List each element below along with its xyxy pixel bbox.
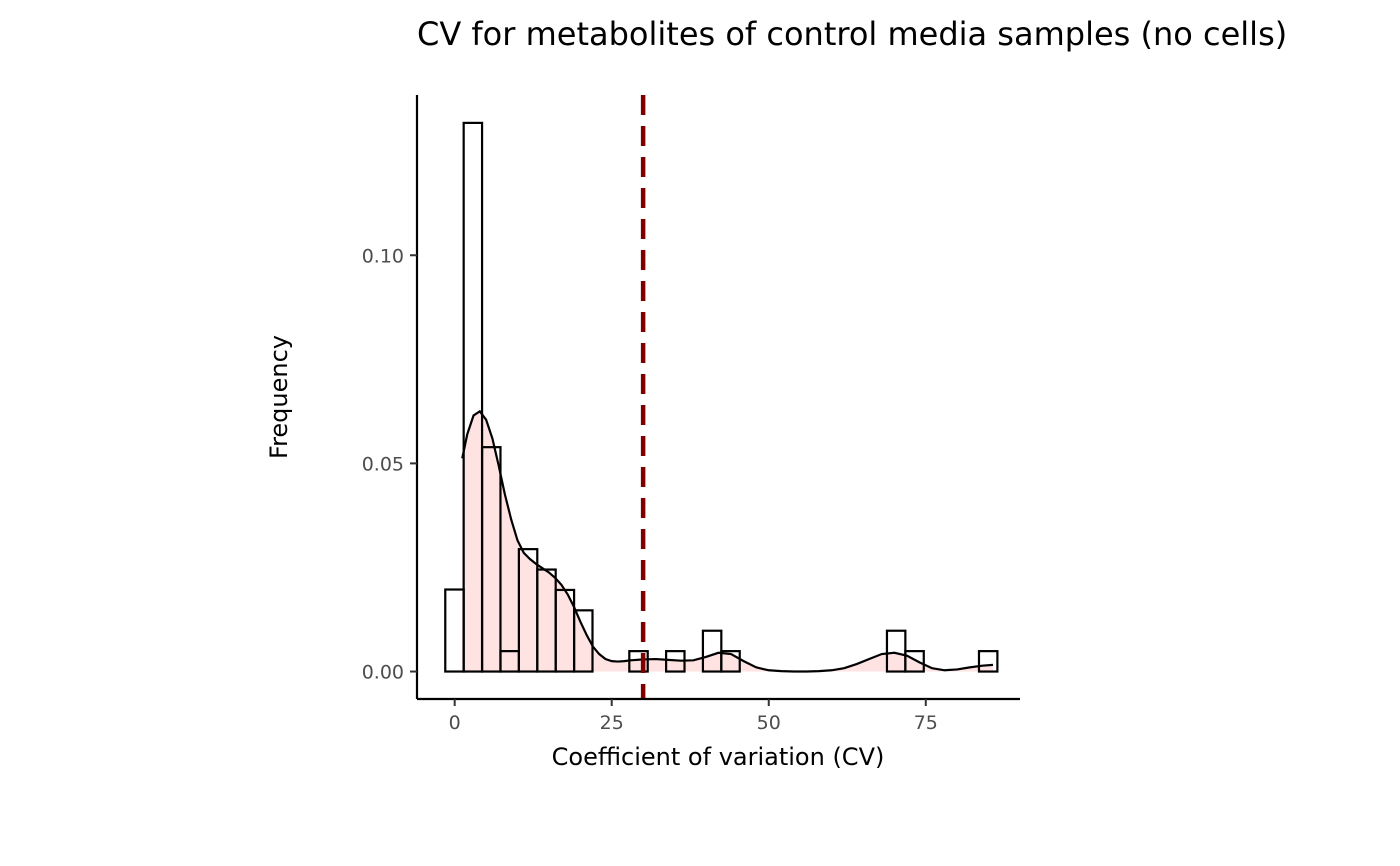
- density-layer: [462, 411, 993, 672]
- histogram-bar-15: [720, 650, 741, 673]
- histogram-bar-2: [480, 446, 502, 673]
- histogram-bar-0: [444, 588, 465, 673]
- histogram-bar-1: [462, 121, 484, 673]
- y-axis-title: Frequency: [265, 335, 293, 459]
- x-tick-label: 0: [449, 712, 461, 734]
- chart-title: CV for metabolites of control media samp…: [417, 15, 1287, 53]
- x-tick-label: 25: [600, 712, 624, 734]
- x-tick-label: 50: [757, 712, 781, 734]
- density-area: [462, 411, 993, 672]
- histogram-bar-29: [977, 650, 999, 673]
- y-tick-label: 0.05: [362, 453, 404, 475]
- y-tick-label: 0.10: [362, 245, 404, 267]
- histogram-bar-25: [904, 650, 925, 673]
- y-tick-label: 0.00: [362, 662, 404, 684]
- axes: 0 25 50 75 0.00 0.05 0.10: [362, 95, 1020, 734]
- x-tick-label: 75: [914, 712, 938, 734]
- x-axis-title: Coefficient of variation (CV): [552, 743, 885, 771]
- histogram-bar-7: [572, 609, 594, 673]
